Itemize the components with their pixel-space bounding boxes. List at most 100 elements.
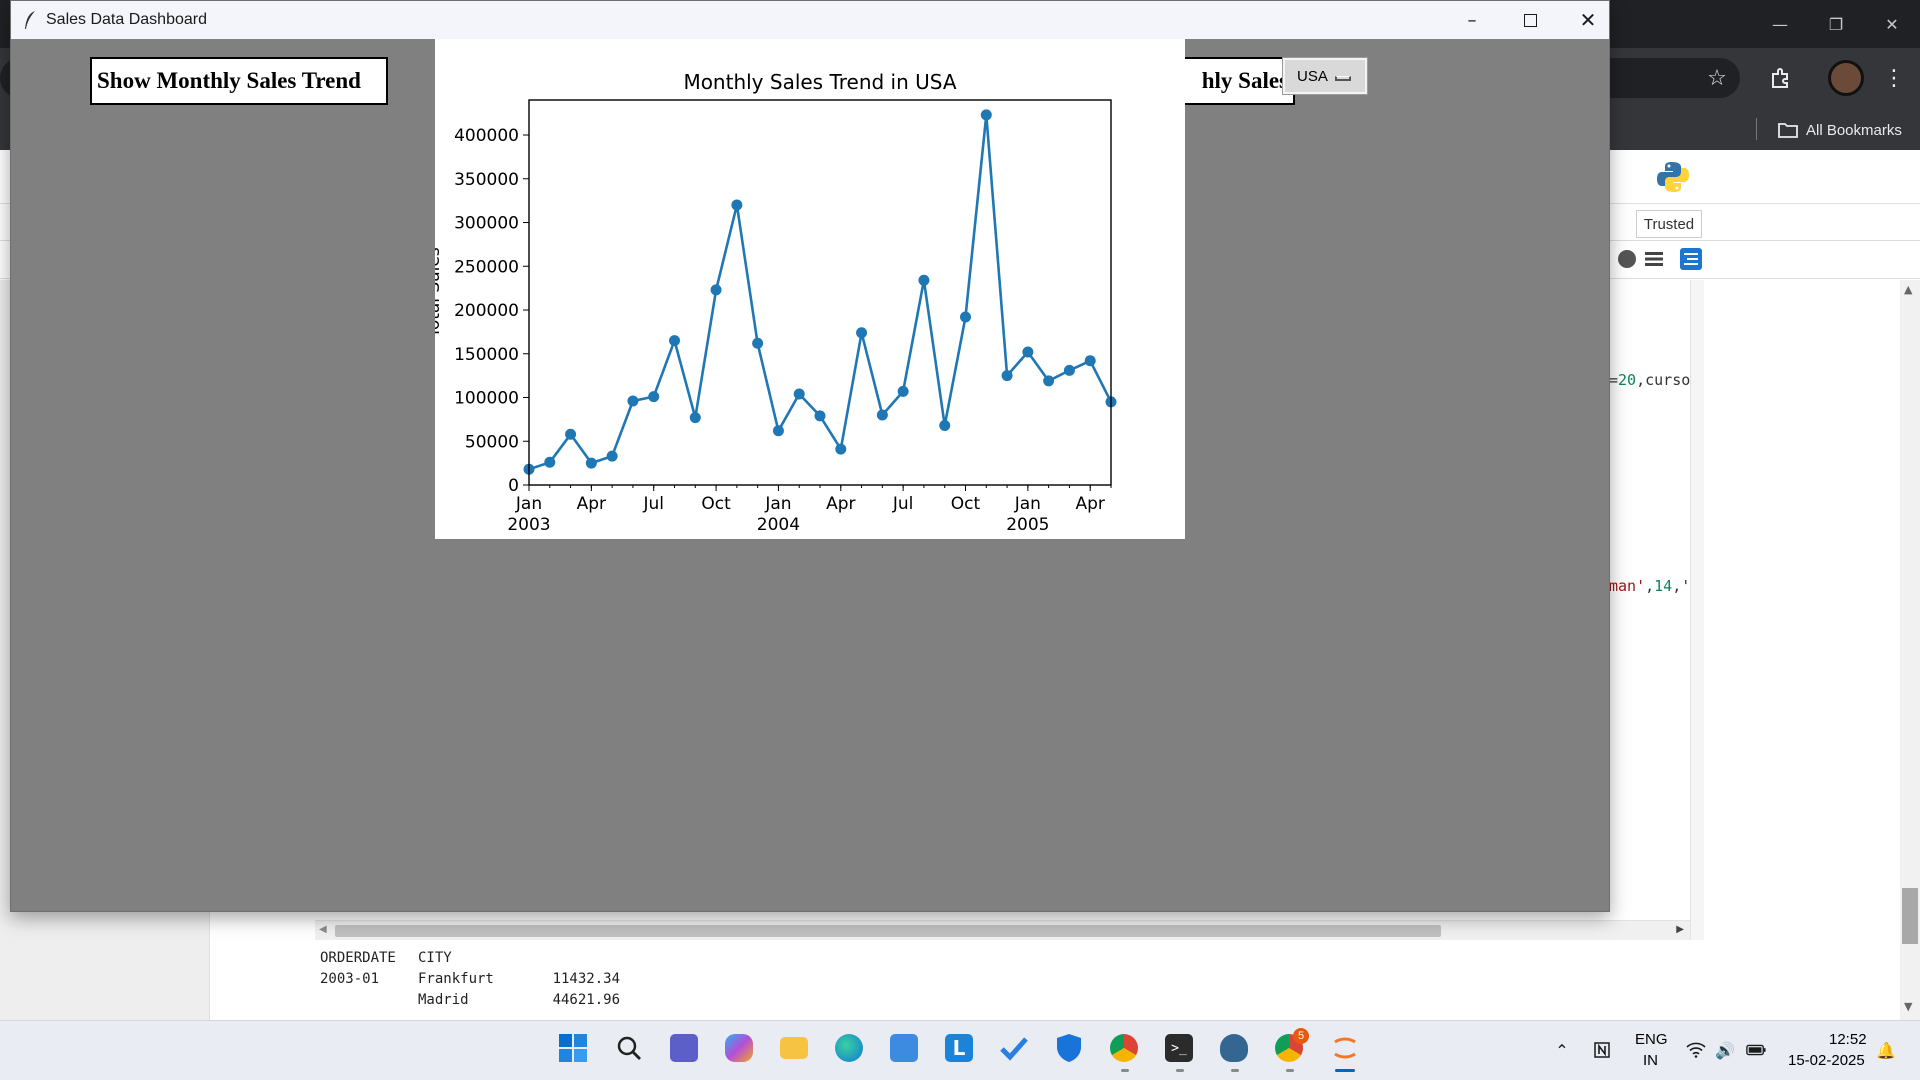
scrollbar-thumb[interactable] [335, 925, 1441, 937]
output-value: 44621.96 [552, 992, 620, 1008]
table-of-contents-icon[interactable] [1680, 248, 1702, 270]
postgres-app[interactable] [1214, 1028, 1254, 1068]
active-app-indicator [1335, 1069, 1355, 1072]
checkmark-icon [1000, 1037, 1028, 1061]
scroll-right-icon[interactable]: ▶ [1676, 924, 1684, 935]
output-date: 2003-01 [320, 971, 380, 987]
browser-restore-button[interactable]: ❐ [1828, 14, 1844, 34]
profile-avatar[interactable] [1828, 60, 1864, 96]
folder-icon [780, 1037, 808, 1059]
cell-horizontal-scrollbar[interactable]: ◀ ▶ [315, 920, 1690, 940]
x-tick-label: Jan [515, 494, 542, 514]
show-hidden-icons-chevron-icon[interactable]: ⌃ [1555, 1040, 1569, 1060]
y-tick-label: 0 [508, 476, 519, 496]
code-string: man' [1609, 577, 1646, 595]
defender-app[interactable] [1049, 1028, 1089, 1068]
browser-window-controls: — ❐ ✕ [1752, 0, 1920, 48]
data-point [876, 409, 888, 421]
code-text: ,curso [1636, 371, 1691, 389]
plot-frame [528, 99, 1112, 486]
y-tick-label: 200000 [454, 301, 519, 321]
app-titlebar[interactable]: Sales Data Dashboard – ✕ [11, 1, 1609, 39]
data-point [1022, 346, 1034, 358]
maximize-icon [1523, 13, 1537, 27]
x-tick-label: Apr [1076, 494, 1105, 514]
page-scrollbar[interactable] [1900, 280, 1920, 1020]
list-menu-icon[interactable] [1645, 251, 1663, 267]
code-line-fragment: man',14,' [1609, 577, 1690, 595]
volume-icon[interactable]: 🔊 [1715, 1040, 1735, 1060]
scroll-down-icon[interactable]: ▼ [1904, 1000, 1913, 1013]
chrome-icon [1110, 1034, 1138, 1062]
language-region[interactable]: IN [1643, 1052, 1658, 1069]
x-tick-label: Jul [892, 494, 914, 514]
edge-app[interactable] [829, 1028, 869, 1068]
chrome-app[interactable] [1104, 1028, 1144, 1068]
terminal-icon: >_ [1165, 1034, 1193, 1062]
country-select-value: USA [1297, 67, 1328, 85]
show-monthly-sales-trend-button[interactable]: Show Monthly Sales Trend [90, 57, 388, 105]
windows-logo-icon [559, 1034, 587, 1062]
country-select[interactable]: USA [1282, 57, 1368, 95]
y-tick-label: 350000 [454, 170, 519, 190]
code-line-fragment: =20,curso [1609, 371, 1690, 389]
maximize-button[interactable] [1501, 1, 1559, 39]
data-point [689, 412, 701, 424]
data-point [772, 425, 784, 437]
python-logo-icon [1657, 162, 1689, 192]
wifi-icon[interactable] [1686, 1040, 1706, 1060]
close-button[interactable]: ✕ [1579, 8, 1597, 32]
option-menu-indicator-icon [1335, 76, 1351, 81]
browser-menu-icon[interactable]: ⋮ [1883, 65, 1905, 91]
teams-icon [670, 1034, 698, 1062]
start-button[interactable] [553, 1028, 593, 1068]
data-point [627, 395, 639, 407]
x-tick-label: Jul [642, 494, 664, 514]
language-indicator[interactable]: ENG [1635, 1031, 1668, 1048]
scroll-left-icon[interactable]: ◀ [319, 924, 327, 935]
teams-app[interactable] [664, 1028, 704, 1068]
bookmark-star-icon[interactable]: ☆ [1707, 65, 1727, 91]
monthly-sales-button[interactable]: hly Sales [1171, 57, 1295, 105]
browser-minimize-button[interactable]: — [1772, 14, 1788, 34]
output-city: Madrid [418, 992, 469, 1008]
running-indicator [1121, 1069, 1129, 1072]
data-point [960, 311, 971, 323]
cell-vertical-scrollbar[interactable] [1690, 280, 1704, 940]
search-button[interactable] [609, 1028, 649, 1068]
trusted-badge[interactable]: Trusted [1636, 210, 1702, 238]
output-row: 2003-01 Frankfurt 11432.34 [320, 971, 620, 992]
x-tick-label: Jan [1014, 494, 1041, 514]
store-app[interactable] [884, 1028, 924, 1068]
file-explorer-app[interactable] [774, 1028, 814, 1068]
notification-bell-icon[interactable]: 🔔 [1876, 1040, 1896, 1060]
y-axis-label: Total Sales [435, 247, 444, 338]
data-point [980, 109, 992, 121]
code-text: , [1645, 577, 1655, 595]
clock-time[interactable]: 12:52 [1829, 1031, 1867, 1048]
notification-badge: 5 [1293, 1028, 1309, 1044]
battery-icon[interactable] [1746, 1040, 1766, 1060]
running-indicator [1231, 1069, 1239, 1072]
cell-output: ORDERDATE CITY 2003-01 Frankfurt 11432.3… [320, 950, 620, 1013]
minimize-button[interactable]: – [1467, 9, 1477, 31]
browser-close-button[interactable]: ✕ [1885, 14, 1899, 34]
clock-date[interactable]: 15-02-2025 [1788, 1052, 1865, 1069]
running-indicator [1286, 1069, 1294, 1072]
chrome-profile-app[interactable]: 5 [1269, 1028, 1309, 1068]
l-app[interactable]: L [939, 1028, 979, 1068]
scroll-up-icon[interactable]: ▲ [1904, 283, 1913, 296]
sales-trend-chart: Monthly Sales Trend in USA Total Sales 0 50… [435, 70, 1117, 535]
extensions-puzzle-icon[interactable] [1765, 62, 1797, 94]
code-text: = [1609, 371, 1619, 389]
code-text: ,' [1672, 577, 1691, 595]
copilot-app[interactable] [719, 1028, 759, 1068]
python-app[interactable] [1325, 1028, 1365, 1068]
y-tick-label: 50000 [465, 432, 519, 452]
todo-app[interactable] [994, 1028, 1034, 1068]
ime-icon[interactable] [1592, 1040, 1612, 1060]
terminal-app[interactable]: >_ [1159, 1028, 1199, 1068]
all-bookmarks-button[interactable]: All Bookmarks [1778, 115, 1902, 145]
output-city: Frankfurt [418, 971, 494, 987]
page-scrollbar-thumb[interactable] [1902, 888, 1918, 944]
